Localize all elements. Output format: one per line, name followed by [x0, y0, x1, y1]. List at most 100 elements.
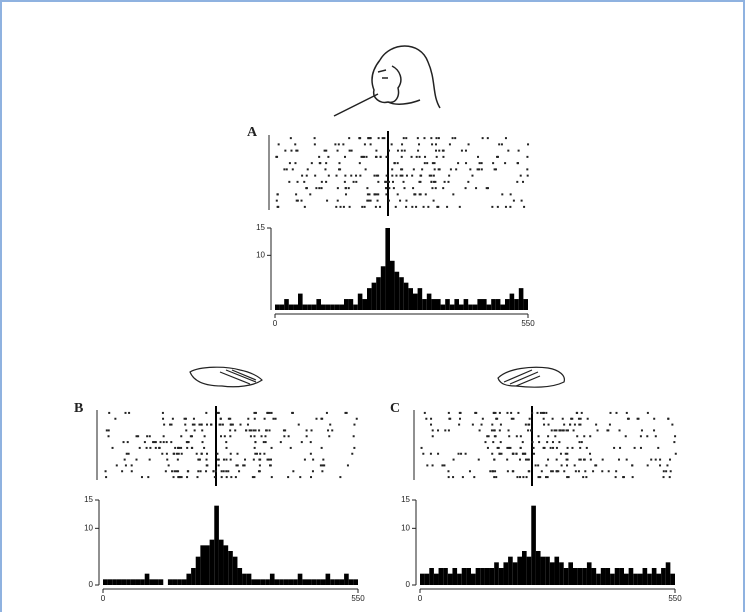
raster-tick: [431, 143, 433, 145]
raster-tick: [495, 418, 497, 420]
raster-tick: [469, 168, 471, 170]
raster-tick: [403, 187, 405, 189]
raster-tick: [491, 453, 493, 455]
raster-tick: [236, 453, 238, 455]
bar: [135, 579, 140, 585]
raster-tick: [437, 453, 439, 455]
raster-tick: [388, 187, 390, 189]
raster-tick: [391, 168, 393, 170]
bar: [476, 568, 481, 585]
raster-tick: [468, 143, 470, 145]
bar: [436, 299, 441, 310]
raster-tick: [452, 137, 454, 139]
raster-tick: [493, 459, 495, 461]
bar: [381, 266, 386, 310]
raster-tick: [311, 162, 313, 164]
raster-tick: [356, 418, 358, 420]
raster-tick: [667, 418, 669, 420]
raster-tick: [522, 181, 524, 183]
bar: [513, 562, 518, 585]
raster-tick: [401, 156, 403, 158]
raster-tick: [345, 187, 347, 189]
raster-tick: [230, 459, 232, 461]
bar: [339, 579, 344, 585]
raster-tick: [411, 206, 413, 208]
raster-tick: [377, 200, 379, 202]
raster-tick: [286, 168, 288, 170]
raster-tick: [383, 137, 385, 139]
bar: [349, 299, 354, 310]
x-tick-label: 0: [273, 319, 278, 328]
bar: [494, 562, 499, 585]
raster-tick: [310, 453, 312, 455]
raster-tick: [430, 137, 432, 139]
raster-tick: [522, 453, 524, 455]
raster-tick: [401, 168, 403, 170]
raster-tick: [321, 470, 323, 472]
bar: [550, 562, 555, 585]
raster-tick: [131, 470, 133, 472]
raster-tick: [272, 418, 274, 420]
raster-tick: [200, 470, 202, 472]
raster-tick: [337, 150, 339, 152]
bar: [233, 557, 238, 585]
raster-tick: [523, 206, 525, 208]
raster-tick: [327, 429, 329, 431]
raster-tick: [537, 464, 539, 466]
bar: [578, 568, 583, 585]
bar: [344, 299, 349, 310]
bar: [265, 579, 270, 585]
raster-tick: [520, 447, 522, 449]
raster-tick: [429, 175, 431, 177]
panel-label: A: [247, 125, 258, 140]
bar: [445, 299, 450, 310]
bar: [522, 551, 527, 585]
bar: [284, 579, 289, 585]
raster-tick: [441, 464, 443, 466]
x-tick-label: 550: [351, 594, 365, 603]
raster-tick: [249, 429, 251, 431]
raster-tick: [305, 187, 307, 189]
raster-tick: [149, 435, 151, 437]
raster-tick: [517, 162, 519, 164]
raster-tick: [259, 459, 261, 461]
raster-tick: [255, 429, 257, 431]
raster-tick: [453, 459, 455, 461]
raster-tick: [298, 424, 300, 426]
raster-tick: [566, 459, 568, 461]
raster-tick: [215, 470, 217, 472]
raster-tick: [206, 453, 208, 455]
raster-tick: [452, 193, 454, 195]
raster-tick: [419, 156, 421, 158]
raster-tick: [579, 447, 581, 449]
bar: [592, 568, 597, 585]
x-tick-label: 550: [668, 594, 682, 603]
raster-tick: [647, 412, 649, 414]
bar: [541, 557, 546, 585]
raster-tick: [270, 464, 272, 466]
raster-tick: [173, 476, 175, 478]
raster-tick: [432, 162, 434, 164]
raster-tick: [525, 459, 527, 461]
bar: [330, 579, 335, 585]
raster-tick: [508, 429, 510, 431]
raster-tick: [386, 156, 388, 158]
raster-tick: [582, 476, 584, 478]
bar: [335, 579, 340, 585]
raster-tick: [459, 418, 461, 420]
raster-tick: [647, 464, 649, 466]
raster-tick: [244, 459, 246, 461]
raster-tick: [349, 206, 351, 208]
raster-tick: [669, 476, 671, 478]
raster-tick: [347, 464, 349, 466]
raster-tick: [321, 418, 323, 420]
raster-tick: [304, 206, 306, 208]
raster-tick: [267, 412, 269, 414]
raster-tick: [447, 181, 449, 183]
raster-tick: [244, 464, 246, 466]
raster-tick: [169, 424, 171, 426]
raster-tick: [641, 429, 643, 431]
raster-tick: [180, 435, 182, 437]
raster-tick: [438, 168, 440, 170]
raster-tick: [225, 470, 227, 472]
